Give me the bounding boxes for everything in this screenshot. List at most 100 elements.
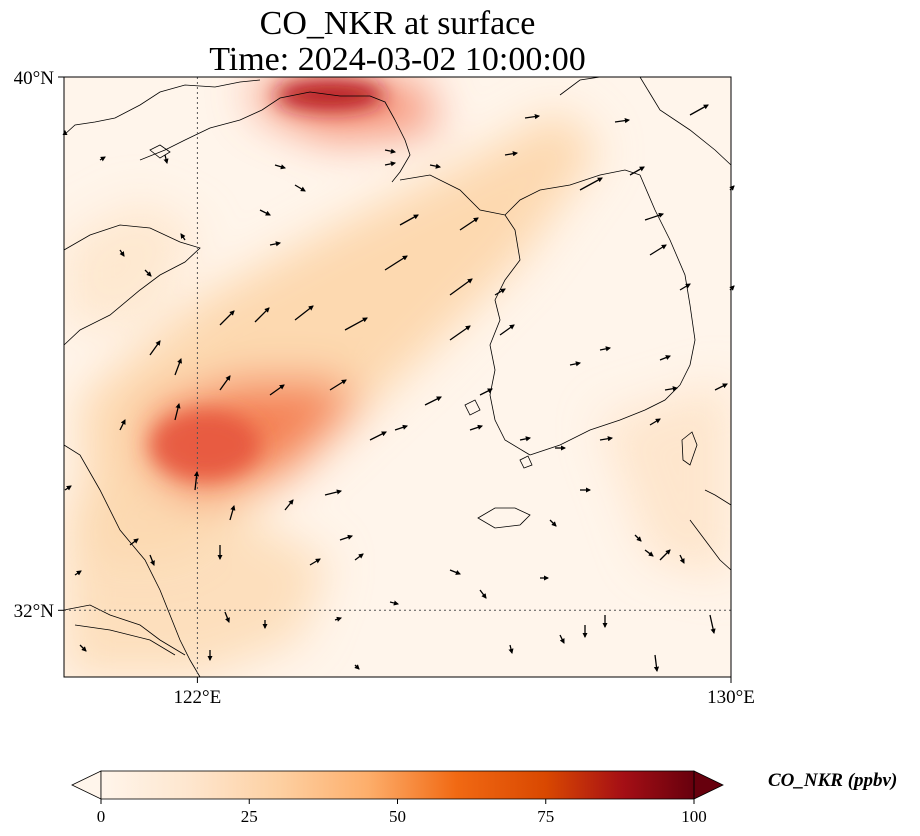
wind-arrow [119,249,125,257]
island-group-1 [149,144,171,159]
wind-arrow [459,217,479,231]
wind-arrow [429,163,442,169]
wind-arrow [504,151,519,157]
wind-arrow [354,664,360,670]
wind-arrow [399,214,419,226]
wind-arrow [64,485,72,491]
wind-arrow [664,386,679,392]
wind-arrow [449,569,461,575]
wind-arrow [254,307,270,323]
wind-arrow [508,644,514,655]
wind-arrow [219,310,235,326]
lat-tick-label-32: 32°N [14,601,55,622]
lon-axis: 122°E 130°E [174,677,755,708]
wind-arrow [494,288,506,296]
wind-arrow [369,431,387,441]
wind-arrow [144,269,152,277]
wind-arrow [394,424,408,431]
wind-arrow [269,241,282,247]
wind-arrow [649,244,667,256]
yangtze-estuary [64,604,186,656]
wind-arrow [224,611,230,623]
wind-arrow [599,346,612,352]
wind-arrow [559,634,565,644]
wind-arrow [180,233,186,241]
wind-arrow [284,499,294,511]
colorbar-tick-75: 75 [537,807,554,826]
wind-arrow [129,538,139,546]
colorbar: 0 25 50 75 100 [71,770,724,826]
wind-arrow [499,324,515,336]
wind-arrow [614,118,631,124]
wind-arrow [269,384,285,396]
wind-arrow [74,570,82,576]
wind-arrow [119,419,126,431]
wind-arrow [384,255,408,271]
colorbar-extend-max [693,770,724,800]
wind-arrow [424,396,442,406]
colorbar-tick-0: 0 [97,807,106,826]
wind-arrow [644,549,654,557]
wind-arrow [653,654,660,673]
jeju-island [477,507,531,529]
wind-arrow [274,164,286,170]
wind-arrow [79,644,87,652]
concentration-field [64,77,731,677]
colorbar-gradient [101,771,694,799]
wind-arrow [599,436,614,442]
wind-arrow [174,402,181,421]
wind-arrow [679,554,685,564]
coastline-korea-border [399,169,641,216]
lon-tick-label-122: 122°E [174,687,222,708]
kyushu-coast [689,489,731,571]
wind-arrow [679,283,691,291]
wind-arrow [219,375,231,391]
wind-arrow [334,616,342,622]
wind-arrow [309,558,321,566]
wind-arrow [449,278,473,296]
wind-arrow [709,614,716,635]
lat-tick-label-40: 40°N [14,68,55,89]
wind-vectors [62,104,735,673]
map-title-line2: Time: 2024-03-02 10:00:00 [209,41,586,78]
wind-arrow [163,154,169,165]
wind-arrow [479,589,487,599]
lat-axis: 40°N 32°N [14,68,64,622]
wind-arrow [294,184,306,192]
wind-arrow [329,379,347,391]
wind-arrow [99,156,106,162]
wind-arrow [344,317,368,331]
wind-arrow [339,534,353,541]
tsushima-island [681,431,698,466]
wind-arrow [579,177,603,191]
coastline-shandong [64,224,201,346]
wind-arrow [294,305,314,321]
island-group-2 [464,399,533,469]
colorbar-extend-min [71,770,102,800]
wind-arrow [324,489,343,496]
gridlines [64,77,731,677]
coastline-korea-west [489,214,531,456]
wind-arrow [714,383,728,391]
colorbar-label: CO_NKR (ppbv) [768,770,898,791]
wind-arrow [149,554,155,566]
wind-arrow [193,470,200,491]
wind-arrow [229,505,236,521]
wind-arrow [449,325,471,341]
wind-arrow [659,355,671,361]
lon-tick-label-130: 130°E [707,687,755,708]
wind-arrow [634,534,642,542]
wind-arrow [549,519,557,527]
map-frame [63,76,732,678]
wind-arrow [354,553,364,561]
wind-arrow [389,600,400,606]
wind-arrow [479,388,493,396]
coastline-korea-east [639,174,696,386]
wind-arrow [469,424,483,431]
wind-arrow [524,114,541,120]
wind-arrow [649,418,661,426]
coastline-korea-south [529,384,681,456]
coastline-jiangsu [64,444,201,677]
wind-arrow [519,436,532,442]
